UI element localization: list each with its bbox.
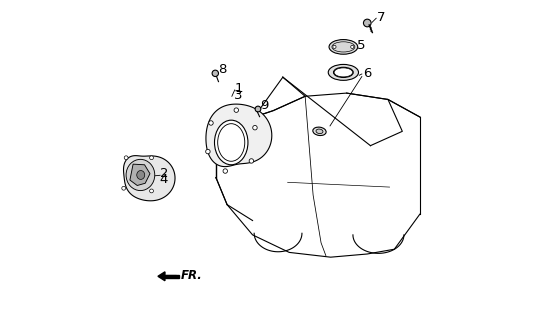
Circle shape [351, 45, 354, 49]
Circle shape [212, 70, 219, 76]
Ellipse shape [316, 129, 323, 133]
Text: 6: 6 [363, 67, 372, 79]
Ellipse shape [328, 64, 359, 80]
Polygon shape [206, 104, 272, 167]
Circle shape [150, 156, 154, 160]
Ellipse shape [137, 171, 144, 180]
Circle shape [333, 45, 336, 49]
Ellipse shape [126, 159, 155, 191]
Circle shape [253, 125, 257, 130]
Polygon shape [130, 164, 150, 186]
Circle shape [122, 186, 126, 190]
Text: 4: 4 [159, 173, 168, 186]
Text: 1: 1 [234, 82, 243, 95]
Circle shape [206, 149, 210, 154]
Text: 7: 7 [377, 11, 386, 24]
Circle shape [255, 106, 261, 112]
Ellipse shape [329, 40, 358, 54]
Text: FR.: FR. [181, 269, 202, 283]
Text: 5: 5 [357, 39, 366, 52]
Text: 8: 8 [218, 63, 227, 76]
Circle shape [150, 189, 154, 193]
Circle shape [223, 169, 228, 173]
Ellipse shape [333, 67, 353, 77]
Circle shape [124, 156, 128, 160]
Polygon shape [124, 156, 175, 201]
Text: 2: 2 [159, 167, 168, 180]
Circle shape [364, 19, 371, 27]
Ellipse shape [214, 120, 248, 165]
Polygon shape [158, 272, 165, 281]
Circle shape [234, 108, 238, 112]
Circle shape [249, 159, 253, 163]
Text: 9: 9 [260, 99, 269, 112]
Text: 3: 3 [234, 89, 243, 102]
Ellipse shape [313, 127, 326, 136]
Circle shape [209, 121, 213, 125]
Polygon shape [165, 275, 179, 278]
